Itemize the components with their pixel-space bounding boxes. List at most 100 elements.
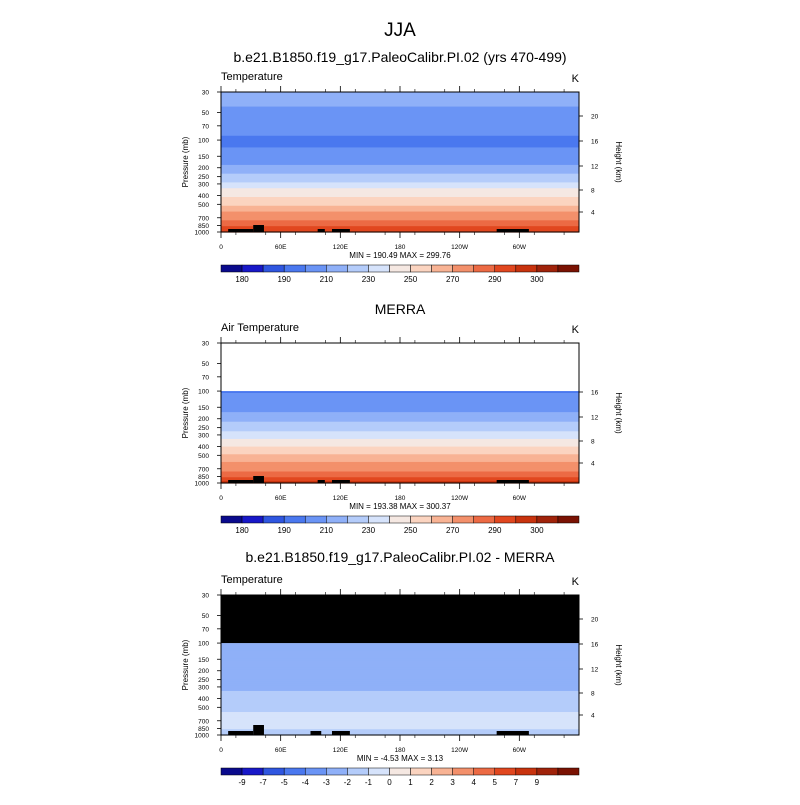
longitude-tick-label: 60W [513, 747, 527, 754]
contour-band [221, 396, 579, 400]
pressure-tick-label: 400 [198, 444, 209, 451]
contour-band [221, 473, 579, 476]
contour-band [221, 671, 579, 675]
contour-band [221, 429, 579, 432]
longitude-tick-label: 180 [395, 244, 406, 251]
height-tick-label: 8 [591, 691, 595, 698]
contour-band [221, 202, 579, 207]
contour-band [221, 138, 579, 143]
topography-mask [310, 731, 322, 735]
pressure-tick-label: 850 [198, 474, 209, 481]
pressure-tick-label: 300 [198, 684, 209, 691]
contour-band [221, 391, 579, 394]
height-tick-label: 4 [591, 210, 595, 217]
contour-band [221, 648, 579, 652]
pressure-tick-label: 700 [198, 718, 209, 725]
colorbar-label: 5 [493, 778, 498, 787]
colorbar-box [262, 264, 285, 273]
contour-band [221, 454, 579, 457]
colorbar-label: -4 [302, 778, 310, 787]
pressure-tick-label: 850 [198, 726, 209, 733]
contour-band [221, 679, 579, 682]
height-tick-label: 12 [591, 415, 599, 422]
longitude-tick-label: 120E [333, 244, 349, 251]
height-axis-label: Height (km) [614, 644, 623, 686]
height-tick-label: 4 [591, 713, 595, 720]
figure-title: JJA [384, 20, 416, 41]
colorbar-label: -2 [344, 778, 352, 787]
contour-band [221, 141, 579, 146]
contour-band [221, 690, 579, 694]
colorbar-label: 2 [429, 778, 434, 787]
contour-band [221, 727, 579, 730]
contour-band [221, 656, 579, 659]
contour-band [221, 115, 579, 119]
contour-band [221, 214, 579, 219]
pressure-tick-label: 500 [198, 705, 209, 712]
panel-1: b.e21.B1850.f19_g17.PaleoCalibr.PI.02 (y… [181, 49, 623, 284]
colorbar-box [494, 515, 517, 524]
height-tick-label: 20 [591, 617, 599, 624]
pressure-tick-label: 1000 [195, 481, 210, 488]
contour-band [221, 733, 579, 736]
contour-band [221, 696, 579, 700]
colorbar-box [389, 767, 411, 776]
panel-title: MERRA [375, 301, 426, 317]
colorbar-label: 210 [320, 275, 334, 284]
contour-band [221, 402, 579, 406]
pressure-tick-label: 150 [198, 154, 209, 161]
colorbar-label: 9 [535, 778, 540, 787]
contour-band [221, 150, 579, 154]
height-axis-label: Height (km) [614, 141, 623, 183]
contour-band [221, 715, 579, 719]
contour-band [221, 444, 579, 448]
colorbar-label: -3 [323, 778, 331, 787]
colorbar-label: 230 [362, 275, 376, 284]
contour-band [221, 702, 579, 705]
contour-band [221, 721, 579, 725]
colorbar-box [283, 767, 306, 776]
colorbar-label: 180 [235, 275, 249, 284]
colorbar-box [557, 515, 580, 524]
height-axis-label: Height (km) [614, 392, 623, 434]
pressure-tick-label: 30 [202, 90, 210, 97]
colorbar-box [515, 515, 538, 524]
pressure-tick-label: 30 [202, 593, 210, 600]
colorbar-label: -7 [260, 778, 268, 787]
longitude-tick-label: 120W [451, 495, 469, 502]
height-tick-label: 12 [591, 164, 599, 171]
colorbar-label: 190 [277, 275, 291, 284]
height-tick-label: 16 [591, 139, 599, 146]
contour-band [221, 460, 579, 463]
contour-band [221, 159, 579, 163]
topography-mask [331, 229, 350, 232]
contour-band [221, 188, 579, 192]
contour-band [221, 205, 579, 210]
height-tick-label: 20 [591, 114, 599, 121]
colorbar-box [494, 767, 517, 776]
contour-band [221, 465, 579, 469]
contour-band [221, 220, 579, 224]
colorbar-box [389, 264, 411, 273]
longitude-tick-label: 60E [275, 747, 287, 754]
contour-band [221, 185, 579, 189]
contour-band [221, 415, 579, 419]
height-tick-label: 8 [591, 188, 595, 195]
contour-band [221, 713, 579, 717]
contour-band [221, 660, 579, 663]
colorbar-label: 3 [450, 778, 455, 787]
topography-mask [496, 480, 529, 483]
contour-band [221, 725, 579, 728]
colorbar-box [220, 515, 243, 524]
contour-band [221, 164, 579, 169]
pressure-tick-label: 150 [198, 405, 209, 412]
pressure-tick-label: 700 [198, 215, 209, 222]
colorbar-box [241, 264, 264, 273]
contour-band [221, 404, 579, 407]
colorbar-label: 180 [235, 526, 249, 535]
contour-band [221, 100, 579, 105]
contour-band [221, 147, 579, 151]
colorbar-box [368, 264, 390, 273]
contour-band [221, 662, 579, 665]
